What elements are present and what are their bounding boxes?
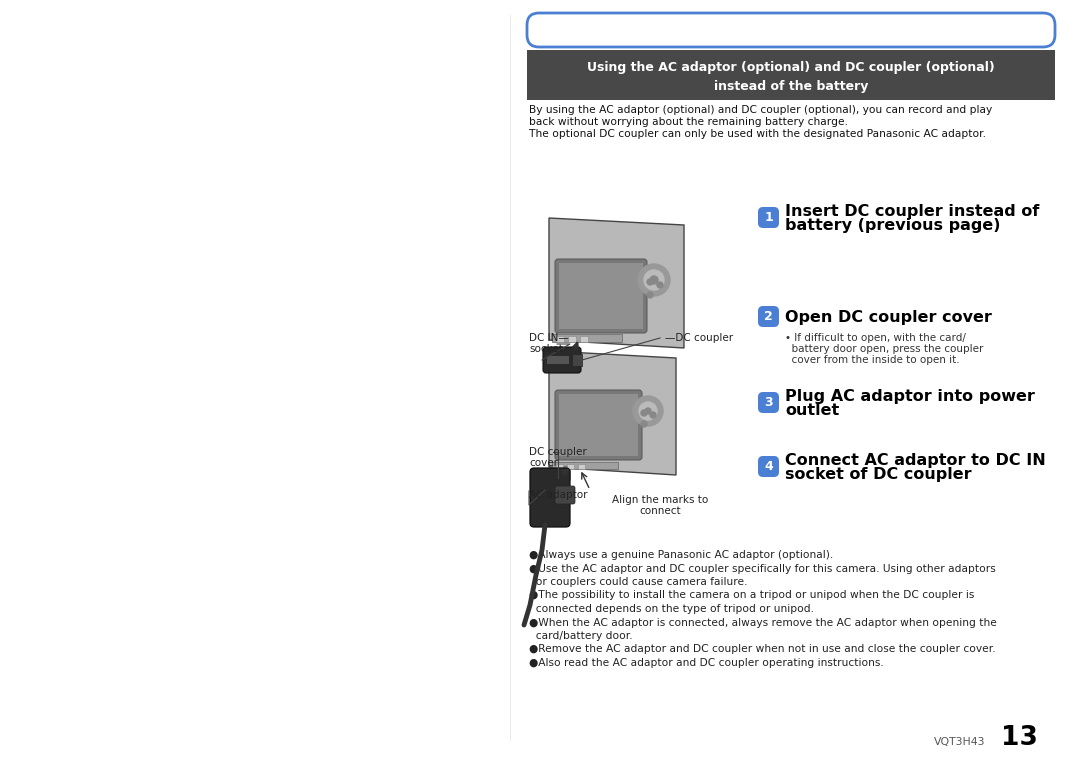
Text: • If difficult to open, with the card/: • If difficult to open, with the card/ [785,333,966,343]
Polygon shape [550,467,570,495]
Circle shape [650,412,656,418]
FancyBboxPatch shape [567,464,573,469]
FancyBboxPatch shape [555,390,642,460]
Text: —DC coupler: —DC coupler [665,333,733,343]
FancyBboxPatch shape [543,347,581,373]
Text: Using the AC adaptor (optional) and DC coupler (optional): Using the AC adaptor (optional) and DC c… [588,61,995,74]
Text: The optional DC coupler can only be used with the designated Panasonic AC adapto: The optional DC coupler can only be used… [529,129,986,139]
Text: Open DC coupler cover: Open DC coupler cover [785,310,991,324]
FancyBboxPatch shape [552,334,622,342]
Text: 3: 3 [765,396,773,409]
FancyBboxPatch shape [559,263,643,329]
FancyBboxPatch shape [556,464,563,469]
Text: ●Remove the AC adaptor and DC coupler when not in use and close the coupler cove: ●Remove the AC adaptor and DC coupler wh… [529,644,996,655]
FancyBboxPatch shape [578,464,585,469]
Text: DC coupler: DC coupler [529,447,586,457]
Text: battery door open, press the coupler: battery door open, press the coupler [785,344,984,354]
Text: connect: connect [639,506,680,516]
Circle shape [645,408,651,414]
Text: Connect AC adaptor to DC IN: Connect AC adaptor to DC IN [785,453,1045,467]
FancyBboxPatch shape [530,468,570,527]
Text: back without worrying about the remaining battery charge.: back without worrying about the remainin… [529,117,848,127]
FancyBboxPatch shape [559,394,638,456]
Circle shape [647,279,653,285]
Text: socket of DC coupler: socket of DC coupler [785,467,972,481]
Circle shape [639,402,657,420]
Text: battery (previous page): battery (previous page) [785,217,1000,233]
Text: ●Always use a genuine Panasonic AC adaptor (optional).: ●Always use a genuine Panasonic AC adapt… [529,550,834,560]
Text: card/battery door.: card/battery door. [529,631,633,641]
FancyBboxPatch shape [758,456,779,477]
Text: ●The possibility to install the camera on a tripod or unipod when the DC coupler: ●The possibility to install the camera o… [529,591,974,601]
Text: ●When the AC adaptor is connected, always remove the AC adaptor when opening the: ●When the AC adaptor is connected, alway… [529,617,997,627]
Text: cover: cover [529,458,558,468]
Polygon shape [549,351,676,475]
Circle shape [633,396,663,426]
Text: Align the marks to: Align the marks to [612,495,708,505]
Circle shape [642,421,647,427]
FancyBboxPatch shape [556,336,564,342]
Text: outlet: outlet [785,402,839,418]
Circle shape [657,282,663,288]
Text: socket: socket [529,344,563,354]
FancyBboxPatch shape [527,13,1055,47]
FancyBboxPatch shape [758,207,779,228]
FancyBboxPatch shape [555,259,647,333]
FancyBboxPatch shape [527,50,1055,100]
Circle shape [647,292,653,298]
FancyBboxPatch shape [568,336,576,342]
Text: By using the AC adaptor (optional) and DC coupler (optional), you can record and: By using the AC adaptor (optional) and D… [529,105,993,115]
Text: VQT3H43: VQT3H43 [933,737,985,747]
FancyBboxPatch shape [572,354,582,366]
FancyBboxPatch shape [555,486,575,504]
Text: 2: 2 [765,310,773,323]
FancyBboxPatch shape [552,462,618,469]
FancyBboxPatch shape [546,356,569,364]
Text: connected depends on the type of tripod or unipod.: connected depends on the type of tripod … [529,604,814,614]
FancyBboxPatch shape [580,336,588,342]
FancyBboxPatch shape [758,306,779,327]
Text: ●Also read the AC adaptor and DC coupler operating instructions.: ●Also read the AC adaptor and DC coupler… [529,658,883,668]
Text: Plug AC adaptor into power: Plug AC adaptor into power [785,389,1035,403]
Text: 4: 4 [765,460,773,473]
Circle shape [638,264,670,296]
Text: ●Use the AC adaptor and DC coupler specifically for this camera. Using other ada: ●Use the AC adaptor and DC coupler speci… [529,564,996,574]
Circle shape [650,276,658,284]
Text: Insert DC coupler instead of: Insert DC coupler instead of [785,203,1039,219]
Polygon shape [549,218,684,348]
Text: 1: 1 [765,211,773,224]
Text: AC adaptor: AC adaptor [529,490,588,500]
Text: DC IN—: DC IN— [529,333,569,343]
Circle shape [644,270,664,290]
FancyBboxPatch shape [758,392,779,413]
Circle shape [642,410,647,416]
Text: or couplers could cause camera failure.: or couplers could cause camera failure. [529,577,747,587]
Text: instead of the battery: instead of the battery [714,80,868,93]
Text: 13: 13 [1001,725,1038,751]
Text: cover from the inside to open it.: cover from the inside to open it. [785,355,960,365]
